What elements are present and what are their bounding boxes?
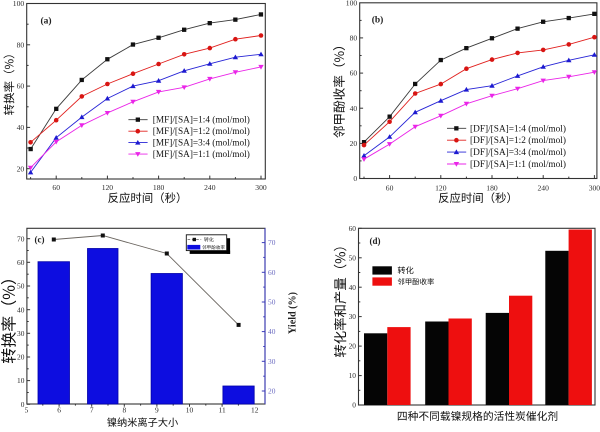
svg-text:120: 120 <box>435 184 447 193</box>
svg-text:80: 80 <box>350 34 358 43</box>
svg-text:6: 6 <box>57 405 61 414</box>
svg-text:Yield (%): Yield (%) <box>287 292 298 334</box>
svg-text:10: 10 <box>17 376 25 385</box>
svg-text:[MF]/[SA]=1:1 (mol/mol): [MF]/[SA]=1:1 (mol/mol) <box>153 149 250 160</box>
svg-text:10: 10 <box>349 371 357 380</box>
svg-text:240: 240 <box>538 184 550 193</box>
svg-text:7: 7 <box>90 405 94 414</box>
svg-text:0: 0 <box>352 401 356 410</box>
svg-text:20: 20 <box>268 387 276 396</box>
svg-text:20: 20 <box>17 164 25 173</box>
svg-text:60: 60 <box>350 69 358 78</box>
svg-text:240: 240 <box>204 183 216 192</box>
svg-text:50: 50 <box>349 253 357 262</box>
svg-text:(c): (c) <box>35 235 45 245</box>
svg-text:60: 60 <box>17 258 25 267</box>
svg-text:8: 8 <box>122 405 126 414</box>
svg-text:5: 5 <box>25 405 29 414</box>
svg-text:12: 12 <box>251 405 259 414</box>
svg-text:40: 40 <box>349 283 357 292</box>
svg-text:40: 40 <box>350 104 358 113</box>
svg-text:20: 20 <box>349 342 357 351</box>
svg-text:[MF]/[SA]=1:2 (mol/mol): [MF]/[SA]=1:2 (mol/mol) <box>153 126 250 137</box>
svg-text:[DF]/[SA]=1:4 (mol/mol): [DF]/[SA]=1:4 (mol/mol) <box>470 123 566 134</box>
svg-text:40: 40 <box>17 123 25 132</box>
svg-text:[MF]/[SA]=3:4 (mol/mol): [MF]/[SA]=3:4 (mol/mol) <box>153 138 250 149</box>
svg-text:0: 0 <box>21 400 25 409</box>
svg-text:30: 30 <box>349 312 357 321</box>
svg-text:50: 50 <box>17 282 25 291</box>
svg-text:0: 0 <box>353 174 357 183</box>
svg-text:70: 70 <box>268 238 276 247</box>
svg-text:80: 80 <box>17 40 25 49</box>
svg-text:60: 60 <box>17 82 25 91</box>
svg-text:60: 60 <box>268 268 276 277</box>
svg-text:10: 10 <box>186 405 194 414</box>
svg-text:[MF]/[SA]=1:4 (mol/mol): [MF]/[SA]=1:4 (mol/mol) <box>153 115 250 126</box>
svg-text:[DF]/[SA]=1:1 (mol/mol): [DF]/[SA]=1:1 (mol/mol) <box>470 159 566 170</box>
svg-text:(b): (b) <box>372 15 384 26</box>
svg-text:100: 100 <box>346 0 358 7</box>
svg-text:70: 70 <box>17 234 25 243</box>
svg-text:9: 9 <box>155 405 159 414</box>
svg-text:(a): (a) <box>40 16 51 27</box>
svg-text:30: 30 <box>268 357 276 366</box>
svg-text:11: 11 <box>219 405 226 414</box>
svg-text:40: 40 <box>17 305 25 314</box>
svg-text:20: 20 <box>17 353 25 362</box>
svg-text:100: 100 <box>13 0 25 8</box>
svg-text:60: 60 <box>52 183 60 192</box>
svg-text:50: 50 <box>268 298 276 307</box>
svg-text:20: 20 <box>350 139 358 148</box>
svg-text:[DF]/[SA]=1:2 (mol/mol): [DF]/[SA]=1:2 (mol/mol) <box>470 135 566 146</box>
svg-text:120: 120 <box>102 183 114 192</box>
svg-text:[DF]/[SA]=3:4 (mol/mol): [DF]/[SA]=3:4 (mol/mol) <box>470 147 566 158</box>
svg-text:60: 60 <box>349 224 357 233</box>
svg-text:40: 40 <box>268 327 276 336</box>
svg-text:60: 60 <box>386 184 394 193</box>
svg-text:(d): (d) <box>370 236 381 246</box>
svg-text:180: 180 <box>486 184 498 193</box>
svg-text:300: 300 <box>255 183 267 192</box>
svg-text:300: 300 <box>589 184 600 193</box>
svg-text:180: 180 <box>153 183 165 192</box>
svg-text:30: 30 <box>17 329 25 338</box>
